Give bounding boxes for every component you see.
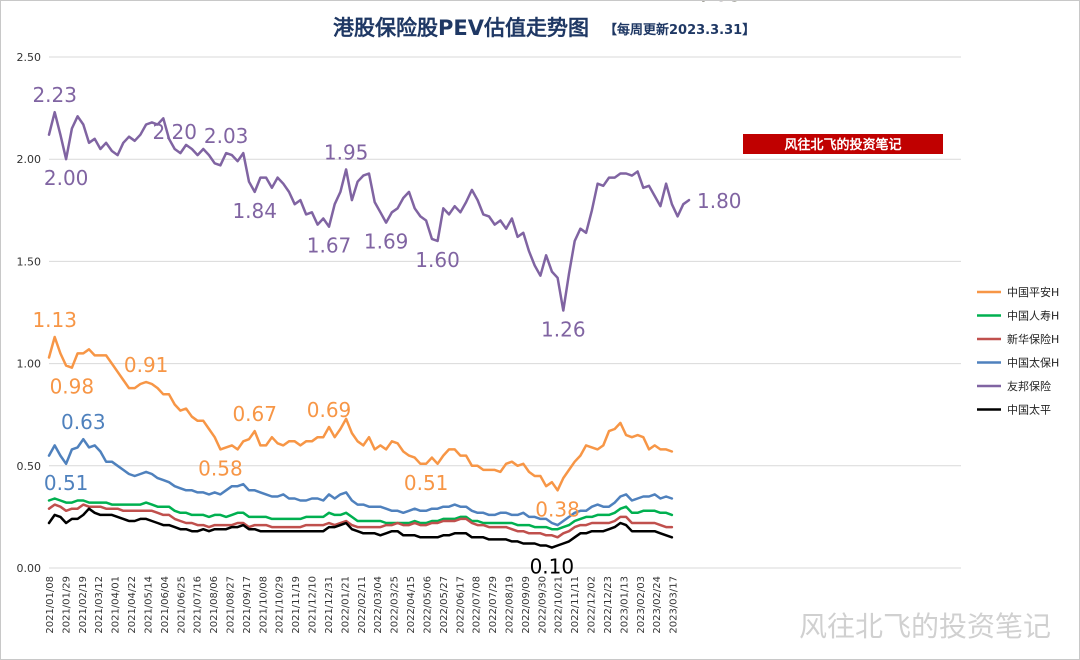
x-tick-label: 2022/05/27 bbox=[439, 576, 450, 634]
data-label: 2.03 bbox=[204, 124, 249, 148]
x-tick-label: 2021/05/14 bbox=[143, 576, 154, 634]
data-label: 1.60 bbox=[415, 248, 460, 272]
legend-label: 新华保险H bbox=[1007, 332, 1059, 346]
data-label: 0.57 bbox=[697, 1, 742, 6]
data-label: 1.69 bbox=[364, 230, 409, 254]
legend-label: 中国人寿H bbox=[1007, 309, 1059, 323]
x-tick-label: 2022/04/15 bbox=[406, 576, 417, 634]
x-tick-label: 2022/12/23 bbox=[603, 576, 614, 634]
x-tick-label: 2022/06/17 bbox=[455, 576, 466, 634]
banner-background bbox=[743, 134, 943, 154]
x-tick-label: 2021/10/08 bbox=[258, 576, 269, 634]
series-line bbox=[47, 497, 674, 531]
data-label: 2.23 bbox=[32, 83, 77, 107]
x-tick-label: 2023/02/24 bbox=[652, 576, 663, 634]
data-label: 0.67 bbox=[232, 402, 277, 426]
legend-label: 中国平安H bbox=[1007, 285, 1059, 299]
data-label: 1.26 bbox=[541, 317, 586, 341]
x-tick-label: 2021/02/19 bbox=[78, 576, 89, 634]
data-label: 1.84 bbox=[232, 199, 277, 223]
series-line bbox=[47, 110, 691, 312]
x-tick-label: 2023/01/13 bbox=[619, 576, 630, 634]
x-tick-label: 2023/02/03 bbox=[636, 576, 647, 634]
series-lines bbox=[47, 110, 691, 549]
data-label: 1.80 bbox=[697, 189, 742, 213]
x-tick-label: 2021/12/10 bbox=[308, 576, 319, 634]
x-tick-label: 2021/08/27 bbox=[226, 576, 237, 634]
y-tick-label: 1.00 bbox=[17, 358, 42, 371]
legend-label: 中国太保H bbox=[1007, 356, 1059, 370]
x-tick-label: 2022/07/08 bbox=[472, 576, 483, 634]
x-tick-label: 2021/08/06 bbox=[209, 576, 220, 634]
watermark-text: 风往北飞的投资笔记 bbox=[798, 610, 1051, 643]
x-tick-label: 2021/04/01 bbox=[111, 576, 122, 634]
data-label: 2.20 bbox=[152, 120, 197, 144]
x-tick-label: 2021/01/29 bbox=[61, 576, 72, 634]
x-tick-label: 2023/03/17 bbox=[669, 576, 680, 634]
banner: 风往北飞的投资笔记 bbox=[743, 134, 943, 154]
x-tick-label: 2021/03/12 bbox=[94, 576, 105, 634]
x-tick-label: 2021/01/08 bbox=[45, 576, 56, 634]
x-tick-label: 2022/12/02 bbox=[587, 576, 598, 634]
data-label: 0.26 bbox=[697, 1, 742, 6]
chart-subtitle: 【每周更新2023.3.31】 bbox=[604, 22, 755, 38]
x-tick-label: 2022/01/21 bbox=[340, 576, 351, 634]
series-line bbox=[47, 437, 674, 527]
x-tick-label: 2021/07/16 bbox=[193, 576, 204, 634]
data-label: 0.34 bbox=[697, 1, 742, 6]
data-label: 0.98 bbox=[50, 375, 95, 399]
x-tick-label: 2021/04/22 bbox=[127, 576, 138, 634]
chart-title: 港股保险股PEV估值走势图 bbox=[333, 16, 589, 40]
data-label: 0.15 bbox=[697, 1, 742, 6]
watermark: 风往北飞的投资笔记 bbox=[799, 605, 1051, 645]
data-label: 1.13 bbox=[32, 308, 77, 332]
x-tick-label: 2021/09/17 bbox=[242, 576, 253, 634]
x-tick-label: 2022/05/06 bbox=[422, 576, 433, 634]
data-label: 0.69 bbox=[307, 398, 352, 422]
data-label: 0.20 bbox=[697, 1, 742, 6]
data-label: 0.51 bbox=[404, 471, 449, 495]
y-tick-label: 0.50 bbox=[17, 460, 42, 473]
y-tick-label: 2.50 bbox=[17, 51, 42, 64]
series-line bbox=[47, 507, 674, 549]
data-label: 0.38 bbox=[535, 497, 580, 521]
data-label: 0.10 bbox=[530, 555, 575, 579]
y-tick-label: 1.50 bbox=[17, 255, 42, 268]
series-line bbox=[47, 503, 674, 539]
x-tick-label: 2021/11/19 bbox=[291, 576, 302, 634]
x-tick-label: 2022/03/25 bbox=[390, 576, 401, 634]
x-tick-label: 2022/03/04 bbox=[373, 576, 384, 634]
series-line bbox=[47, 335, 674, 492]
y-tick-label: 0.00 bbox=[17, 562, 42, 575]
x-tick-label: 2022/08/19 bbox=[504, 576, 515, 634]
x-tick-label: 2022/09/09 bbox=[521, 576, 532, 634]
y-axis-ticks: 0.00 0.50 1.00 1.50 2.00 2.50 bbox=[17, 51, 42, 575]
banner-text: 风往北飞的投资笔记 bbox=[784, 137, 901, 153]
x-axis-ticks: 2021/01/08 2021/01/29 2021/02/19 2021/03/12… bbox=[45, 576, 680, 634]
data-label: 0.91 bbox=[124, 353, 169, 377]
x-tick-label: 2021/06/25 bbox=[176, 576, 187, 634]
legend-label: 中国太平 bbox=[1007, 404, 1051, 417]
x-tick-label: 2021/06/04 bbox=[160, 576, 171, 634]
data-label: 2.00 bbox=[44, 166, 89, 190]
x-tick-label: 2022/07/29 bbox=[488, 576, 499, 634]
gridlines bbox=[49, 56, 961, 569]
x-tick-label: 2022/10/21 bbox=[554, 576, 565, 634]
x-tick-label: 2022/09/30 bbox=[537, 576, 548, 634]
legend-label: 友邦保险 bbox=[1007, 379, 1051, 393]
y-tick-label: 2.00 bbox=[17, 153, 42, 166]
data-label: 0.63 bbox=[61, 410, 106, 434]
x-tick-label: 2021/12/31 bbox=[324, 576, 335, 634]
x-tick-label: 2021/10/29 bbox=[275, 576, 286, 634]
x-tick-label: 2022/11/11 bbox=[570, 576, 581, 634]
data-labels: 2.23 2.00 2.20 2.03 1.84 1.95 1.67 1.691.60 1.26… bbox=[32, 1, 741, 579]
data-label: 0.51 bbox=[44, 471, 89, 495]
data-label: 1.95 bbox=[324, 140, 369, 164]
data-label: 1.67 bbox=[307, 234, 352, 258]
data-label: 0.58 bbox=[198, 456, 243, 480]
x-tick-label: 2022/02/11 bbox=[357, 576, 368, 634]
